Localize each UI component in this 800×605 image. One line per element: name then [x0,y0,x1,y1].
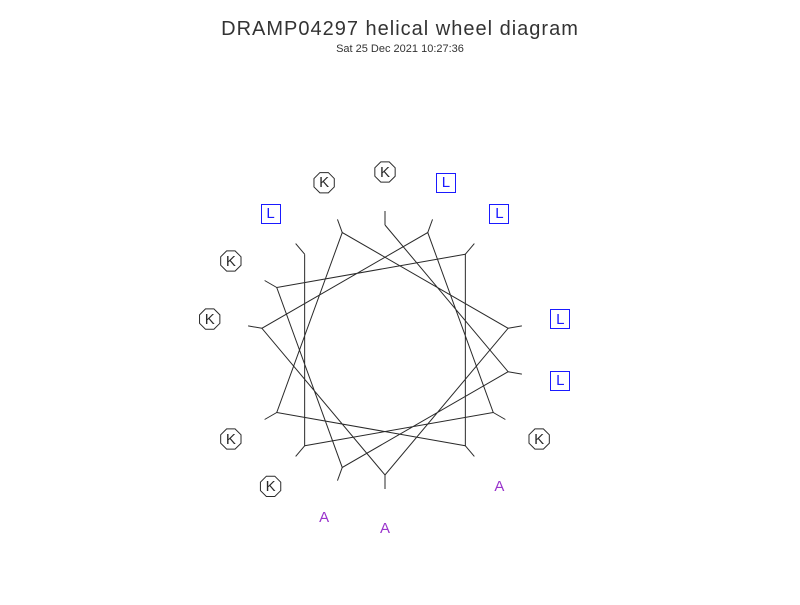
wheel-svg [0,60,800,600]
residue-7: K [314,173,334,193]
residue-5: A [489,476,509,496]
residue-8: L [550,309,570,329]
residue-3: K [221,251,241,271]
residue-10: K [200,309,220,329]
residue-14: L [261,204,281,224]
residue-0: K [375,162,395,182]
residue-2: A [314,507,334,527]
residue-13: K [261,476,281,496]
diagram-title: DRAMP04297 helical wheel diagram [0,0,800,41]
residue-12: K [529,429,549,449]
residue-6: K [221,429,241,449]
residue-11: L [436,173,456,193]
helical-wheel-diagram: K L A K L A K K L A K L K K L [0,60,800,600]
diagram-subtitle: Sat 25 Dec 2021 10:27:36 [0,43,800,55]
residue-4: L [489,204,509,224]
residue-9: A [375,518,395,538]
residue-1: L [550,371,570,391]
